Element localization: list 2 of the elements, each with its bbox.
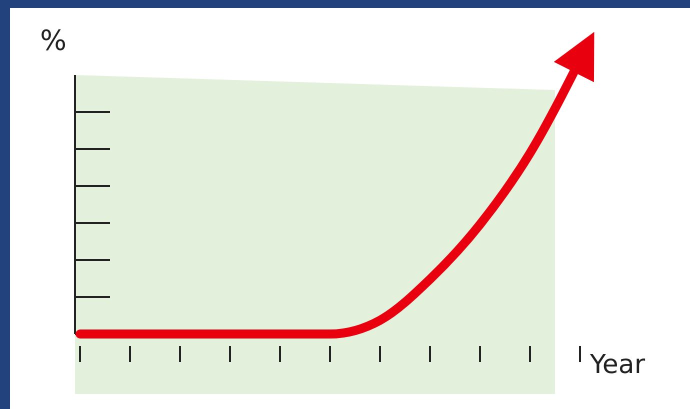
x-axis-title: Year xyxy=(589,350,646,380)
y-axis-title: % xyxy=(40,24,67,57)
